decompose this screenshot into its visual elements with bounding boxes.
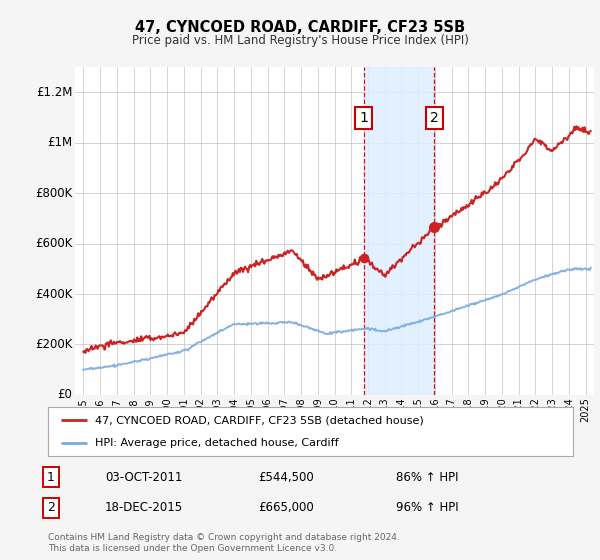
Text: 96% ↑ HPI: 96% ↑ HPI bbox=[396, 501, 458, 515]
Text: £1.2M: £1.2M bbox=[36, 86, 73, 99]
Text: HPI: Average price, detached house, Cardiff: HPI: Average price, detached house, Card… bbox=[95, 438, 339, 448]
Text: 03-OCT-2011: 03-OCT-2011 bbox=[105, 470, 182, 484]
Text: 1: 1 bbox=[359, 111, 368, 125]
Text: 18-DEC-2015: 18-DEC-2015 bbox=[105, 501, 183, 515]
Text: 47, CYNCOED ROAD, CARDIFF, CF23 5SB (detached house): 47, CYNCOED ROAD, CARDIFF, CF23 5SB (det… bbox=[95, 416, 424, 426]
Text: £800K: £800K bbox=[35, 186, 73, 200]
Text: 2: 2 bbox=[47, 501, 55, 515]
Text: £665,000: £665,000 bbox=[258, 501, 314, 515]
Bar bbox=[364, 67, 434, 395]
Text: £544,500: £544,500 bbox=[258, 470, 314, 484]
Text: £400K: £400K bbox=[35, 287, 73, 301]
Text: 1: 1 bbox=[47, 470, 55, 484]
Text: Price paid vs. HM Land Registry's House Price Index (HPI): Price paid vs. HM Land Registry's House … bbox=[131, 34, 469, 46]
Text: 47, CYNCOED ROAD, CARDIFF, CF23 5SB: 47, CYNCOED ROAD, CARDIFF, CF23 5SB bbox=[135, 20, 465, 35]
Text: £1M: £1M bbox=[47, 136, 73, 150]
Text: £200K: £200K bbox=[35, 338, 73, 351]
Text: 86% ↑ HPI: 86% ↑ HPI bbox=[396, 470, 458, 484]
Text: £0: £0 bbox=[58, 388, 73, 402]
Text: £600K: £600K bbox=[35, 237, 73, 250]
Text: 2: 2 bbox=[430, 111, 439, 125]
Text: Contains HM Land Registry data © Crown copyright and database right 2024.
This d: Contains HM Land Registry data © Crown c… bbox=[48, 533, 400, 553]
